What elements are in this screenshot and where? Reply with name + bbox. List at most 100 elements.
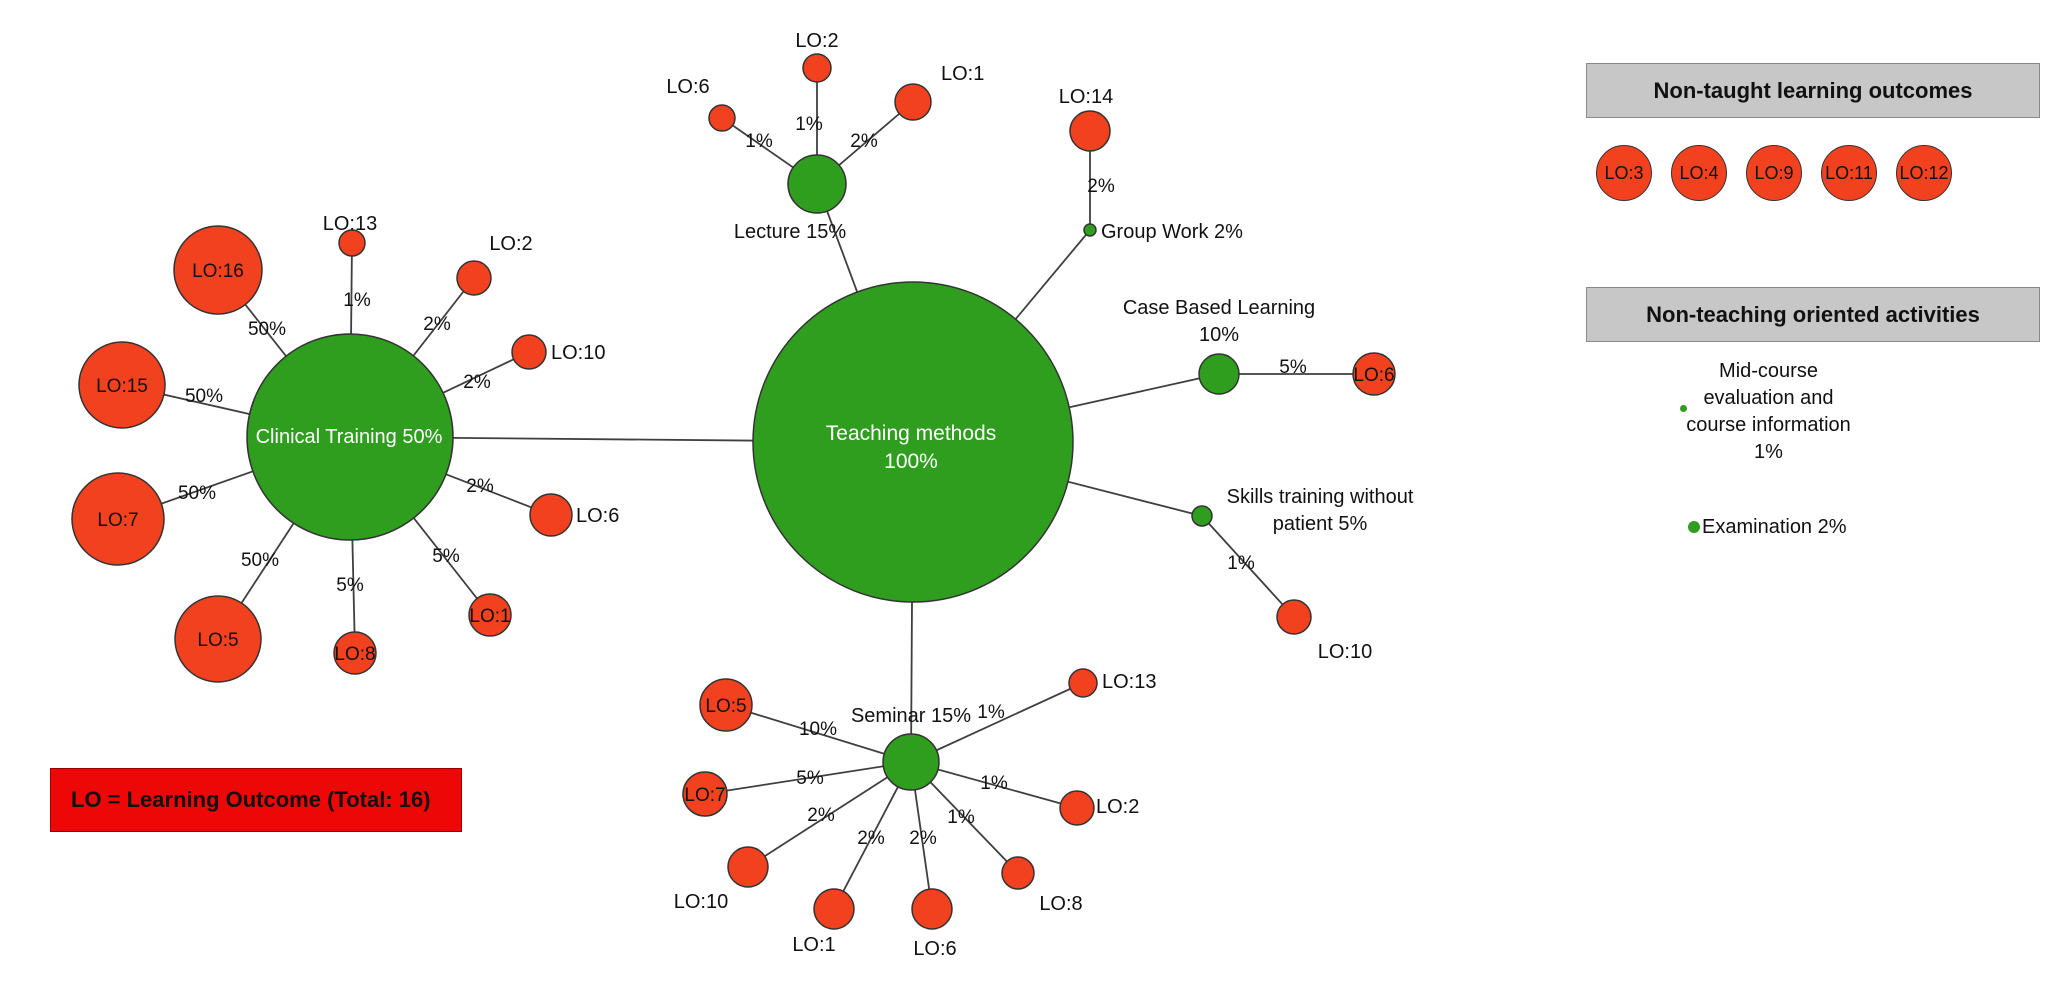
method-label-teaching: Teaching methods 100% bbox=[826, 422, 996, 473]
outcome-label-lo10: LO:10 bbox=[1318, 641, 1372, 663]
outcome-node-lecture-lo6 bbox=[708, 104, 736, 132]
outcome-node-seminar-lo10 bbox=[727, 846, 769, 888]
outcome-label-lo1: LO:1 bbox=[469, 606, 510, 627]
edge-pct-label: 1% bbox=[947, 807, 975, 828]
edge-pct-label: 50% bbox=[185, 386, 223, 407]
outcome-label-lo13: LO:13 bbox=[1102, 671, 1156, 693]
non-taught-outcome-lo3: LO:3 bbox=[1596, 145, 1652, 201]
outcome-node-clinical-lo2 bbox=[456, 260, 492, 296]
outcome-label-lo1: LO:1 bbox=[792, 934, 835, 956]
edge-pct-label: 5% bbox=[1279, 357, 1307, 378]
edge-pct-label: 5% bbox=[432, 546, 460, 567]
edge-pct-label: 2% bbox=[850, 131, 878, 152]
edge-pct-label: 50% bbox=[248, 319, 286, 340]
outcome-label-lo8: LO:8 bbox=[334, 644, 375, 665]
edge-pct-label: 2% bbox=[909, 828, 937, 849]
outcome-label-lo1: LO:1 bbox=[941, 63, 984, 85]
non-taught-outcome-lo9: LO:9 bbox=[1746, 145, 1802, 201]
edge-pct-label: 2% bbox=[807, 805, 835, 826]
outcome-node-seminar-lo8 bbox=[1001, 856, 1035, 890]
outcome-node-clinical-lo6 bbox=[529, 493, 573, 537]
edge-pct-label: 1% bbox=[1227, 553, 1255, 574]
edge-pct-label: 1% bbox=[795, 114, 823, 135]
outcome-node-seminar-lo1 bbox=[813, 888, 855, 930]
non-teaching-header: Non-teaching oriented activities bbox=[1586, 287, 2040, 342]
non-taught-outcome-lo12: LO:12 bbox=[1896, 145, 1952, 201]
method-node-skills bbox=[1191, 505, 1213, 527]
outcome-node-clinical-lo16 bbox=[173, 225, 263, 315]
edge-pct-label: 2% bbox=[463, 372, 491, 393]
outcome-label-lo7: LO:7 bbox=[684, 785, 725, 806]
edge-pct-label: 2% bbox=[466, 476, 494, 497]
non-teaching-header-label: Non-teaching oriented activities bbox=[1646, 301, 1980, 327]
outcome-node-clinical-lo15 bbox=[78, 341, 166, 429]
outcome-node-clinical-lo7 bbox=[71, 472, 165, 566]
outcome-label-lo6: LO:6 bbox=[576, 505, 619, 527]
outcome-node-groupwork-lo14 bbox=[1069, 110, 1111, 152]
edge-pct-label: 50% bbox=[178, 483, 216, 504]
legend-box: LO = Learning Outcome (Total: 16) bbox=[50, 768, 462, 832]
method-label-cbl: Case Based Learning 10% bbox=[1123, 297, 1315, 346]
outcome-node-seminar-lo7 bbox=[682, 771, 728, 817]
legend-label: LO = Learning Outcome (Total: 16) bbox=[71, 787, 431, 812]
non-taught-outcome-lo11: LO:11 bbox=[1821, 145, 1877, 201]
edge-pct-label: 10% bbox=[799, 719, 837, 740]
edge-pct-label: 1% bbox=[343, 290, 371, 311]
outcome-label-lo2: LO:2 bbox=[1096, 796, 1139, 818]
method-label-skills: Skills training without patient 5% bbox=[1227, 486, 1414, 535]
outcome-node-clinical-lo10 bbox=[511, 334, 547, 370]
outcome-label-lo2: LO:2 bbox=[795, 30, 838, 52]
edge-pct-label: 50% bbox=[241, 550, 279, 571]
outcome-label-lo10: LO:10 bbox=[551, 342, 605, 364]
outcome-label-lo16: LO:16 bbox=[192, 261, 244, 282]
outcome-label-lo6: LO:6 bbox=[666, 76, 709, 98]
non-taught-outcomes-row: LO:3 LO:4 LO:9 LO:11 LO:12 bbox=[1596, 145, 1956, 201]
midcourse-label: Mid-course evaluation and course informa… bbox=[1686, 360, 1851, 463]
outcome-label-lo2: LO:2 bbox=[489, 233, 532, 255]
edge-seminar-lo7 bbox=[704, 761, 912, 795]
non-taught-header: Non-taught learning outcomes bbox=[1586, 63, 2040, 118]
outcome-node-clinical-lo13 bbox=[338, 229, 366, 257]
method-label-lecture: Lecture 15% bbox=[734, 221, 847, 243]
edge-skills-lo10 bbox=[1201, 515, 1295, 618]
outcome-label-lo7: LO:7 bbox=[97, 510, 138, 531]
outcome-label-lo13: LO:13 bbox=[323, 213, 377, 235]
examination-label: Examination 2% bbox=[1702, 516, 1847, 538]
method-node-clinical bbox=[246, 333, 454, 541]
method-node-teaching bbox=[752, 281, 1074, 603]
method-node-seminar bbox=[882, 733, 940, 791]
outcome-node-skills-lo10 bbox=[1276, 599, 1312, 635]
edge-pct-label: 1% bbox=[977, 702, 1005, 723]
outcome-node-seminar-lo6 bbox=[911, 888, 953, 930]
outcome-label-lo5: LO:5 bbox=[705, 696, 746, 717]
outcome-label-lo5: LO:5 bbox=[197, 630, 238, 651]
method-node-cbl bbox=[1198, 353, 1240, 395]
edge-seminar-lo13 bbox=[910, 682, 1084, 763]
method-node-lecture bbox=[787, 154, 847, 214]
method-label-clinical: Clinical Training 50% bbox=[256, 426, 443, 448]
edge-pct-label: 1% bbox=[980, 773, 1008, 794]
outcome-node-seminar-lo13 bbox=[1068, 668, 1098, 698]
method-label-groupwork: Group Work 2% bbox=[1101, 221, 1243, 243]
edge-pct-label: 1% bbox=[745, 131, 773, 152]
outcome-node-clinical-lo5 bbox=[174, 595, 262, 683]
outcome-label-lo8: LO:8 bbox=[1039, 893, 1082, 915]
outcome-label-lo6: LO:6 bbox=[913, 938, 956, 960]
non-taught-outcome-lo4: LO:4 bbox=[1671, 145, 1727, 201]
edge-pct-label: 2% bbox=[857, 828, 885, 849]
outcome-node-seminar-lo2 bbox=[1059, 790, 1095, 826]
outcome-node-clinical-lo8 bbox=[333, 631, 377, 675]
outcome-node-cbl-lo6 bbox=[1352, 352, 1396, 396]
non-taught-header-label: Non-taught learning outcomes bbox=[1653, 77, 1973, 103]
edge-pct-label: 5% bbox=[336, 575, 364, 596]
method-label-seminar: Seminar 15% bbox=[851, 705, 971, 727]
outcome-node-clinical-lo1 bbox=[468, 593, 512, 637]
edge-seminar-lo5 bbox=[725, 704, 912, 763]
outcome-label-lo6: LO:6 bbox=[1353, 365, 1394, 386]
edge-seminar-lo10 bbox=[747, 761, 912, 868]
outcome-node-lecture-lo2 bbox=[802, 53, 832, 83]
edge-pct-label: 2% bbox=[1087, 176, 1115, 197]
edge-pct-label: 5% bbox=[796, 768, 824, 789]
